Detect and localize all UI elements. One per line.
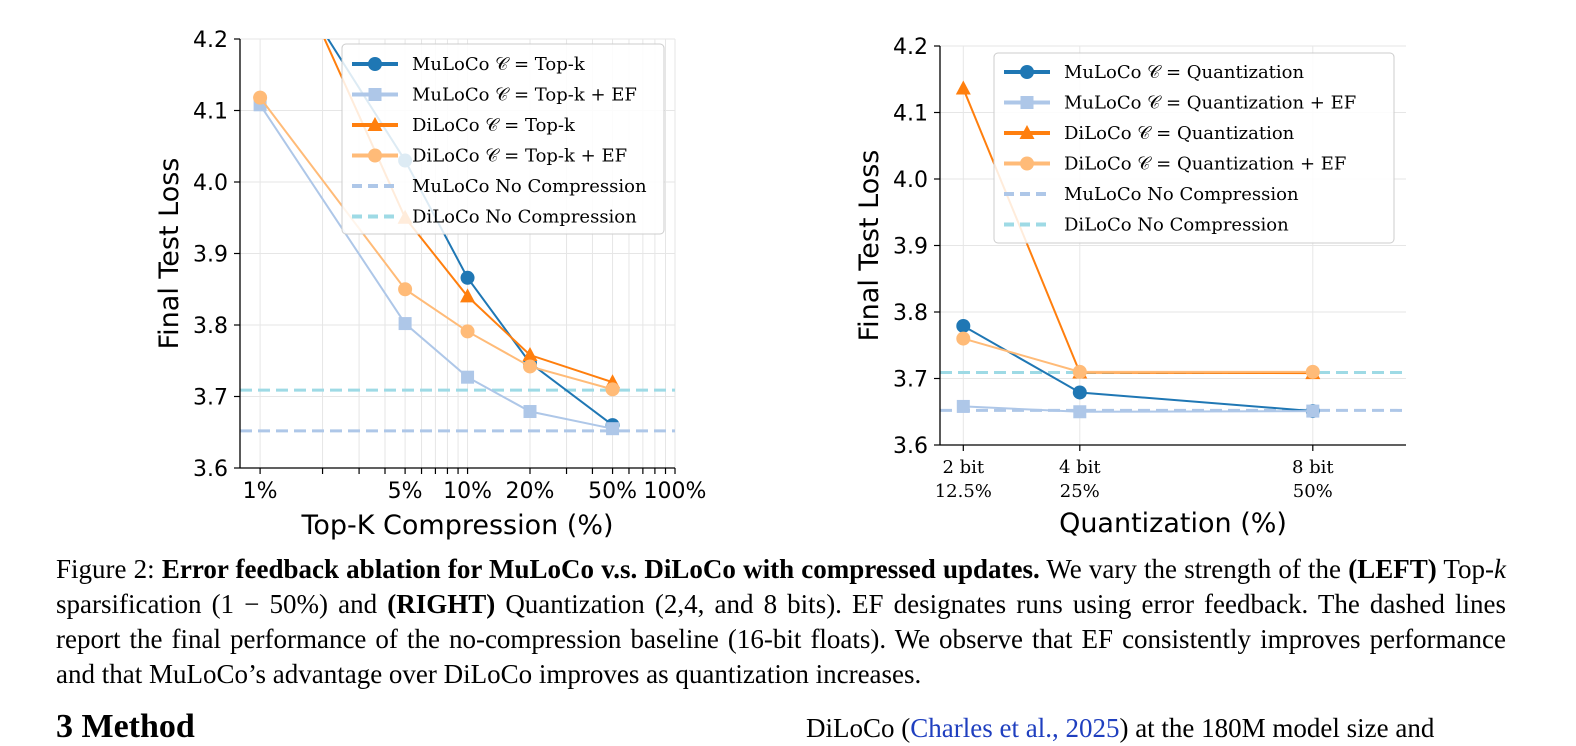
data-point-s0-1 — [1072, 385, 1087, 400]
caption-bold-title: Error feedback ablation for MuLoCo v.s. … — [161, 554, 1040, 584]
x-axis-label: Top-K Compression (%) — [300, 510, 613, 541]
data-point-s1-1 — [1073, 405, 1087, 419]
legend-marker-3 — [368, 148, 382, 163]
caption-figure-label: Figure 2: — [56, 554, 162, 584]
legend-label-3: DiLoCo 𝒞 = Top-k + EF — [412, 146, 627, 167]
y-tick-label: 4.2 — [193, 28, 228, 53]
data-point-s1-2 — [1306, 404, 1320, 418]
legend-label-0: MuLoCo 𝒞 = Quantization — [1064, 62, 1304, 83]
legend-label-4: MuLoCo No Compression — [412, 176, 647, 197]
legend-label-3: DiLoCo 𝒞 = Quantization + EF — [1064, 154, 1346, 175]
x-tick-label: 50% — [588, 479, 637, 504]
legend-marker-0 — [1020, 65, 1034, 79]
x-tick-label: 10% — [443, 479, 492, 504]
legend: MuLoCo 𝒞 = Quantization MuLoCo 𝒞 = Quanti… — [993, 52, 1395, 244]
y-tick-label: 3.7 — [893, 368, 928, 393]
legend-frame — [341, 43, 665, 235]
legend: MuLoCo 𝒞 = Top-k MuLoCo 𝒞 = Top-k + EF DiL… — [341, 43, 665, 235]
data-point-s1-2 — [461, 370, 475, 384]
data-point-s2-0 — [955, 80, 971, 95]
y-tick-label: 3.6 — [193, 457, 228, 482]
legend-marker-3 — [1020, 156, 1034, 171]
data-point-s3-1 — [1072, 364, 1087, 379]
right-column-text: DiLoCo (Charles et al., 2025) at the 180… — [806, 713, 1434, 744]
x-tick-label: 20% — [506, 479, 555, 504]
x-tick-label: 4 bit — [1059, 457, 1101, 478]
right-column-before: DiLoCo ( — [806, 713, 911, 743]
x-tick-label: 8 bit — [1292, 457, 1334, 478]
data-point-s1-3 — [523, 405, 537, 419]
x-tick-label: 100% — [644, 479, 707, 504]
y-axis-label: Final Test Loss — [854, 150, 885, 342]
right-chart-quantization: 3.6 3.7 3.8 3.9 4.0 4.1 4.2 2 bit 12.5% 4 bit 25% 8… — [854, 35, 1406, 539]
y-axis-label: Final Test Loss — [154, 158, 185, 350]
legend-label-1: MuLoCo 𝒞 = Quantization + EF — [1064, 93, 1356, 114]
legend-marker-0 — [368, 57, 382, 71]
data-point-s1-4 — [606, 422, 620, 436]
caption-k: k — [1494, 554, 1506, 584]
caption-text-4: Quantization (2,4, and 8 bits). EF desig… — [56, 589, 1507, 689]
y-tick-label: 4.0 — [193, 171, 228, 196]
data-point-s3-0 — [253, 90, 268, 105]
x-tick-label: 1% — [243, 479, 278, 504]
data-point-s3-3 — [523, 359, 537, 374]
left-chart-topk: 3.6 3.7 3.8 3.9 4.0 4.1 4.2 1% 5% 10% 20% 50% 100% To… — [154, 28, 707, 541]
caption-left-tag: (LEFT) — [1348, 554, 1437, 584]
data-point-s1-1 — [398, 317, 412, 331]
citation-link[interactable]: Charles et al., 2025 — [910, 713, 1120, 743]
legend-label-2: DiLoCo 𝒞 = Quantization — [1064, 123, 1295, 144]
y-tick-label: 3.6 — [893, 434, 928, 459]
data-point-s1-0 — [956, 399, 970, 413]
y-tick-label: 3.7 — [193, 386, 228, 411]
legend-label-4: MuLoCo No Compression — [1064, 184, 1299, 205]
caption-right-tag: (RIGHT) — [387, 589, 496, 619]
x-tick-label: 25% — [1060, 481, 1100, 502]
data-point-s0-2 — [460, 270, 475, 285]
legend-marker-2 — [1019, 125, 1035, 139]
data-point-s3-1 — [398, 282, 413, 297]
legend-label-2: DiLoCo 𝒞 = Top-k — [412, 115, 576, 136]
y-tick-label: 3.8 — [193, 314, 228, 339]
y-tick-label: 3.9 — [193, 243, 228, 268]
y-tick-label: 4.1 — [893, 102, 928, 127]
data-point-s3-4 — [605, 382, 620, 397]
x-tick-label: 50% — [1293, 481, 1333, 502]
caption-text-2: Top- — [1436, 554, 1495, 584]
data-point-s3-2 — [1305, 364, 1320, 379]
section-heading: 3 Method — [56, 708, 195, 745]
right-column-after: ) at the 180M model size and — [1119, 713, 1435, 743]
figure-caption: Figure 2: Error feedback ablation for Mu… — [56, 552, 1506, 692]
data-point-s3-2 — [460, 324, 475, 339]
y-tick-label: 3.9 — [893, 235, 928, 260]
y-tick-label: 4.0 — [893, 168, 928, 193]
caption-text-1: We vary the strength of the — [1039, 554, 1349, 584]
x-tick-label: 2 bit — [942, 457, 984, 478]
data-point-s3-0 — [956, 331, 971, 346]
x-axis-label: Quantization (%) — [1059, 508, 1287, 539]
series-line-0 — [962, 325, 1313, 413]
legend-frame — [993, 52, 1395, 244]
data-point-s2-3 — [522, 347, 538, 362]
data-point-s0-0 — [956, 318, 971, 333]
x-tick-label: 12.5% — [935, 481, 992, 502]
legend-label-0: MuLoCo 𝒞 = Top-k — [412, 54, 586, 75]
figure-2: 3.6 3.7 3.8 3.9 4.0 4.1 4.2 1% 5% 10% 20% 50% 100% To… — [154, 28, 1406, 541]
legend-label-5: DiLoCo No Compression — [1064, 215, 1289, 236]
legend-marker-1 — [368, 88, 382, 101]
data-point-s2-2 — [460, 288, 476, 303]
y-tick-label: 4.1 — [193, 100, 228, 125]
x-tick-label: 5% — [388, 479, 423, 504]
plot-area — [940, 80, 1406, 419]
caption-text-3: sparsification (1 − 50%) and — [56, 589, 388, 619]
legend-label-5: DiLoCo No Compression — [412, 207, 637, 228]
legend-label-1: MuLoCo 𝒞 = Top-k + EF — [412, 85, 637, 106]
y-tick-label: 3.8 — [893, 301, 928, 326]
legend-marker-1 — [1020, 96, 1034, 109]
y-tick-label: 4.2 — [893, 35, 928, 60]
legend-marker-2 — [367, 117, 383, 131]
